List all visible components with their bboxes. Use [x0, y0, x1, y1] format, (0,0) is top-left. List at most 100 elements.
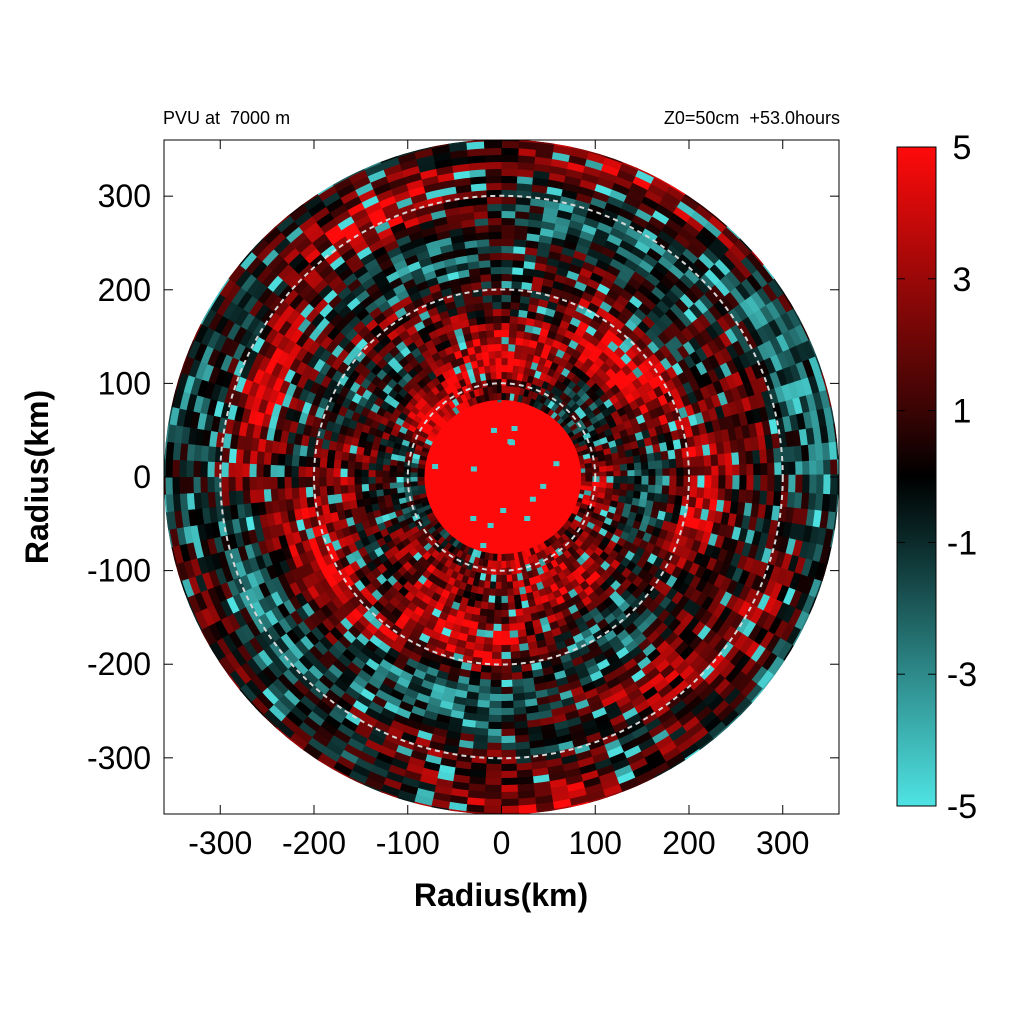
field-cell [499, 203, 516, 212]
field-cell [732, 475, 741, 490]
field-cell [269, 464, 278, 479]
field-cell [388, 471, 397, 478]
field-cell [423, 472, 432, 478]
field-cell [492, 637, 503, 646]
field-cell [500, 336, 509, 345]
field-cell [487, 735, 504, 744]
field-cell [500, 294, 512, 303]
field-cell [426, 495, 436, 502]
field-cell [483, 637, 495, 646]
field-cell [333, 459, 342, 470]
field-cell [493, 616, 503, 625]
field-cell [432, 438, 441, 446]
field-cell [499, 224, 515, 233]
field-cell [485, 210, 502, 219]
field-cell [634, 475, 643, 485]
field-cell [487, 728, 504, 737]
field-cell [739, 475, 748, 490]
field-cell [509, 301, 520, 310]
field-cell [500, 364, 508, 373]
field-cell [486, 749, 504, 758]
field-cell [241, 463, 250, 479]
field-cell [283, 465, 292, 479]
field-cell [206, 461, 215, 480]
field-cell [489, 700, 504, 709]
field-cell [402, 471, 411, 478]
field-cell [753, 475, 762, 491]
field-cell [262, 464, 271, 479]
field-cell [489, 693, 504, 702]
field-cell [501, 735, 518, 744]
field-cell [627, 476, 636, 484]
field-cell [500, 343, 509, 352]
field-cell [493, 630, 503, 639]
field-cell [500, 371, 507, 380]
field-cell [255, 464, 264, 479]
field-cell [428, 445, 438, 453]
field-cell [395, 471, 404, 478]
field-cell [494, 609, 503, 618]
field-cell [499, 266, 513, 275]
field-cell [668, 484, 677, 496]
field-cell [499, 182, 517, 191]
field-cell [360, 469, 369, 479]
field-cell [492, 644, 503, 653]
field-cell [434, 434, 443, 443]
field-cell [227, 462, 236, 480]
field-cell [697, 475, 706, 488]
field-cell [346, 468, 355, 479]
field-cell [481, 658, 494, 667]
field-cell [318, 467, 327, 479]
field-cell [353, 469, 362, 479]
field-cell [662, 475, 671, 486]
field-cell [500, 350, 509, 359]
field-cell [499, 231, 515, 240]
field-cell [416, 472, 425, 478]
field-cell [491, 651, 503, 660]
field-cell [499, 259, 513, 268]
field-cell [499, 196, 517, 205]
field-cell [788, 459, 797, 477]
field-cell [339, 468, 348, 479]
field-cell [489, 707, 504, 716]
field-cell [248, 463, 257, 479]
field-cell [500, 385, 507, 394]
field-cell [774, 474, 783, 492]
field-cell [500, 357, 508, 366]
field-cell [423, 477, 432, 482]
field-cell [704, 475, 713, 488]
field-cell [432, 508, 442, 517]
field-cell [690, 475, 699, 488]
field-cell [494, 595, 503, 604]
field-cell [661, 484, 670, 495]
field-cell [490, 679, 504, 688]
chart-title-left: PVU at 7000 m [163, 108, 291, 128]
field-cell [499, 217, 516, 226]
field-cell [276, 465, 285, 479]
field-cell [499, 245, 514, 254]
field-cell [490, 686, 504, 695]
field-cell [493, 623, 503, 632]
field-cell [725, 475, 734, 490]
field-cell [500, 392, 506, 401]
field-cell [648, 475, 657, 486]
field-cell [434, 512, 444, 520]
field-cell [488, 714, 504, 723]
field-cell [746, 475, 755, 491]
field-cell [374, 470, 383, 478]
field-cell [767, 474, 776, 492]
field-cell [409, 472, 418, 478]
field-cell [613, 476, 622, 484]
field-cell [496, 567, 503, 576]
field-cell [760, 461, 769, 477]
field-cell [367, 470, 376, 478]
field-cell [500, 329, 510, 338]
chart-title-right: Z0=50cm +53.0hours [663, 108, 840, 128]
field-cell [490, 672, 504, 681]
field-cell [429, 502, 438, 510]
field-cell [606, 476, 615, 483]
field-cell [234, 477, 243, 493]
field-cell [500, 280, 512, 289]
field-cell [711, 475, 720, 489]
